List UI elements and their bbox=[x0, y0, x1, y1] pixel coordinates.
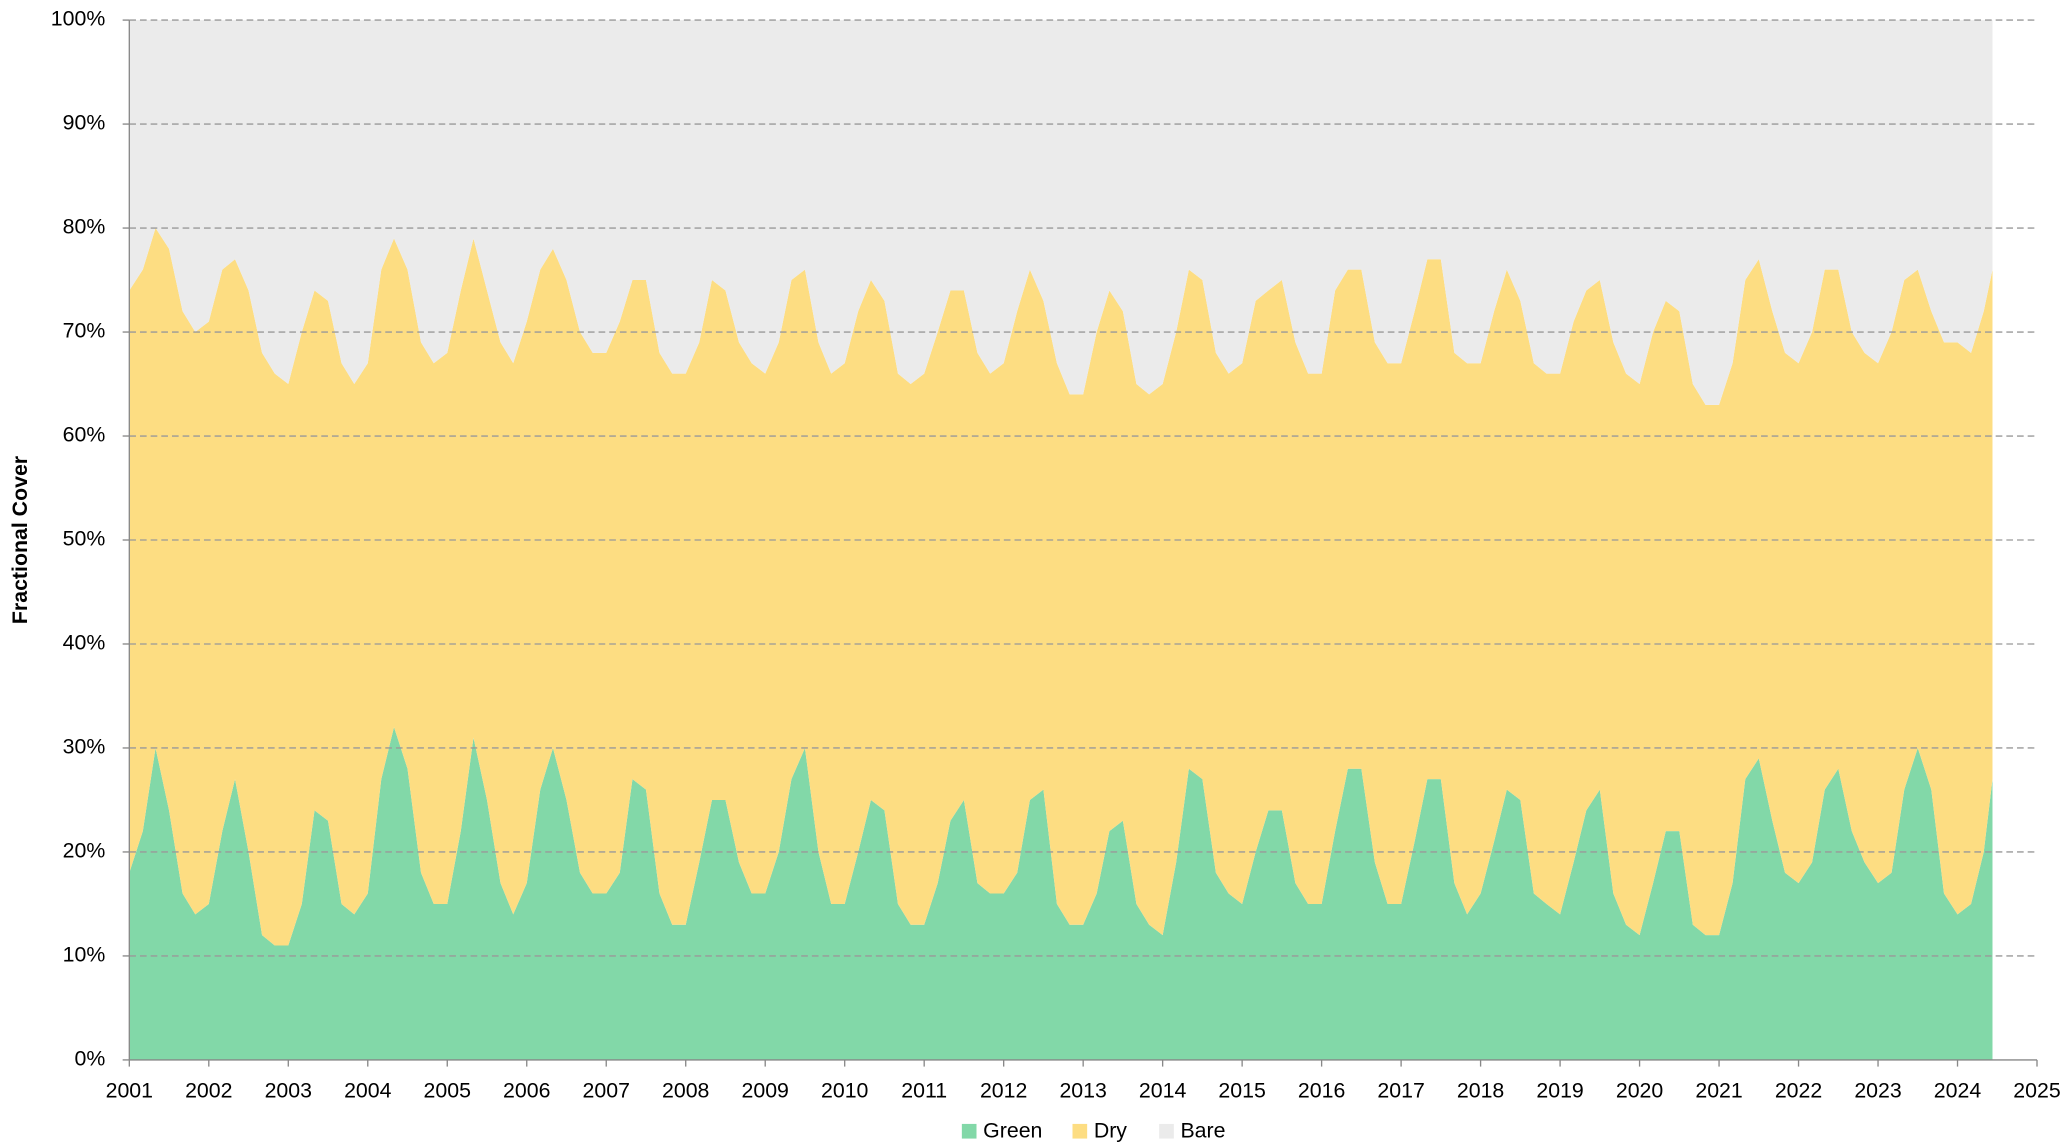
x-tick-label: 2020 bbox=[1616, 1079, 1664, 1103]
x-tick-label: 2023 bbox=[1854, 1079, 1901, 1103]
x-tick-label: 2014 bbox=[1139, 1079, 1187, 1103]
y-tick-label: 0% bbox=[75, 1047, 106, 1071]
y-tick-label: 90% bbox=[63, 111, 106, 135]
y-tick-label: 60% bbox=[63, 423, 106, 447]
x-tick-label: 2007 bbox=[583, 1079, 630, 1103]
x-tick-label: 2018 bbox=[1457, 1079, 1504, 1103]
legend-label: Bare bbox=[1180, 1119, 1225, 1143]
area-green bbox=[129, 727, 1993, 1060]
y-tick-label: 70% bbox=[63, 319, 106, 343]
x-tick-label: 2002 bbox=[185, 1079, 232, 1103]
x-tick-label: 2009 bbox=[741, 1079, 788, 1103]
x-tick-label: 2011 bbox=[901, 1079, 947, 1103]
x-tick-label: 2015 bbox=[1218, 1079, 1265, 1103]
x-tick-label: 2008 bbox=[662, 1079, 709, 1103]
y-tick-label: 20% bbox=[63, 839, 106, 863]
x-tick-label: 2021 bbox=[1695, 1079, 1742, 1103]
y-tick-label: 40% bbox=[63, 631, 106, 655]
area-dry bbox=[129, 228, 1993, 946]
y-axis-title: Fractional Cover bbox=[8, 456, 32, 624]
x-tick-label: 2010 bbox=[821, 1079, 869, 1103]
y-tick-label: 30% bbox=[63, 735, 106, 759]
x-tick-label: 2012 bbox=[980, 1079, 1027, 1103]
x-tick-label: 2022 bbox=[1775, 1079, 1822, 1103]
x-tick-label: 2017 bbox=[1377, 1079, 1424, 1103]
y-tick-label: 80% bbox=[63, 215, 106, 239]
y-tick-label: 100% bbox=[51, 7, 106, 31]
y-tick-label: 50% bbox=[63, 527, 106, 551]
x-tick-label: 2016 bbox=[1298, 1079, 1345, 1103]
x-tick-label: 2004 bbox=[344, 1079, 392, 1103]
legend-label: Dry bbox=[1094, 1119, 1127, 1143]
x-tick-label: 2019 bbox=[1536, 1079, 1583, 1103]
x-tick-label: 2003 bbox=[265, 1079, 312, 1103]
x-tick-label: 2001 bbox=[106, 1079, 153, 1103]
x-tick-label: 2005 bbox=[424, 1079, 471, 1103]
x-tick-label: 2013 bbox=[1059, 1079, 1106, 1103]
x-tick-label: 2006 bbox=[503, 1079, 550, 1103]
legend-swatch bbox=[1072, 1123, 1088, 1139]
y-tick-label: 10% bbox=[63, 943, 106, 967]
legend-label: Green bbox=[983, 1119, 1042, 1143]
area-bare bbox=[129, 20, 1993, 405]
x-tick-label: 2024 bbox=[1934, 1079, 1982, 1103]
x-tick-label: 2025 bbox=[2013, 1079, 2060, 1103]
legend-swatch bbox=[961, 1123, 977, 1139]
areas bbox=[129, 20, 1993, 1060]
legend-swatch bbox=[1159, 1123, 1174, 1139]
